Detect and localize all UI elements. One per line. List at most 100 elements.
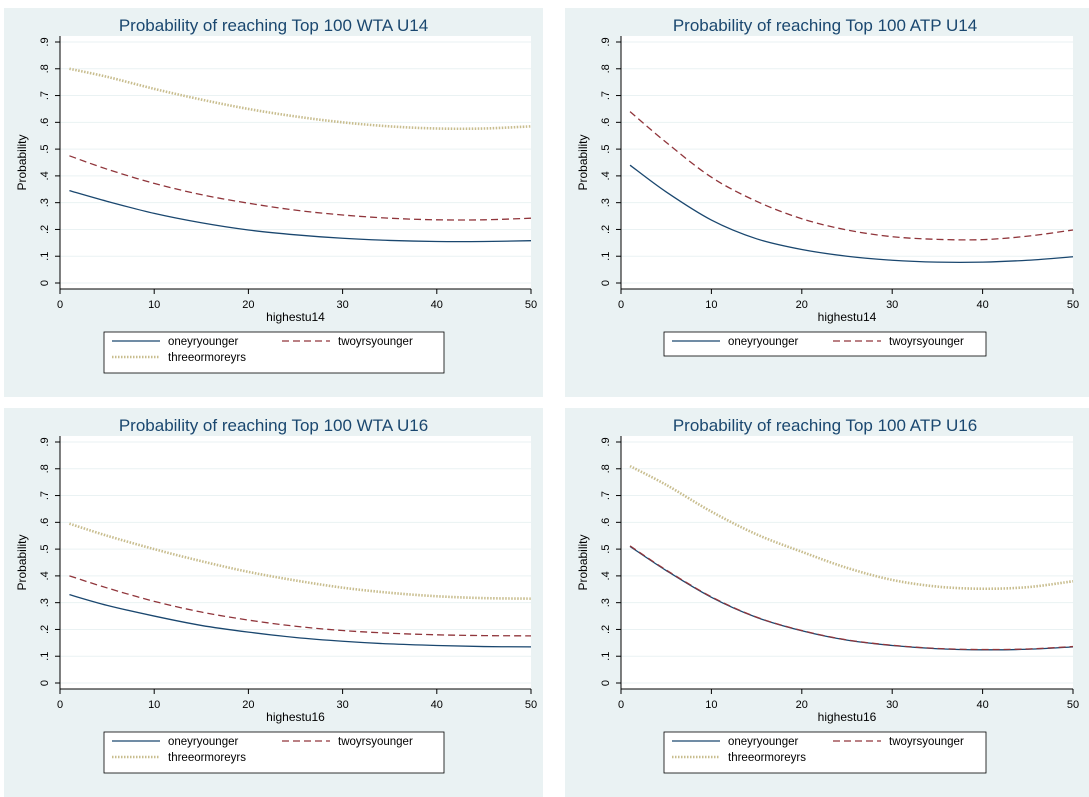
legend-label-oneyryounger: oneyryounger: [728, 336, 798, 348]
chart-panel-wta-u16: Probability of reaching Top 100 WTA U16 0…: [4, 408, 543, 797]
y-tick-label: .4: [39, 571, 51, 580]
x-tick-label: 20: [796, 299, 808, 311]
y-tick-label: .7: [39, 491, 51, 500]
chart-svg-wta-u14: Probability of reaching Top 100 WTA U14 0…: [15, 16, 537, 374]
x-axis-label: highestu16: [266, 710, 325, 724]
chart-panel-atp-u14: Probability of reaching Top 100 ATP U14 0…: [565, 8, 1089, 397]
legend-label-twoyrsyounger: twoyrsyounger: [889, 736, 964, 748]
chart-svg-wta-u16: Probability of reaching Top 100 WTA U16 0…: [15, 416, 537, 774]
legend-label-threeormoreyrs: threeormoreyrs: [168, 752, 246, 764]
series-line-oneyryounger: [629, 164, 1074, 263]
x-tick-label: 30: [886, 699, 898, 711]
series-line-twoyrsyounger: [629, 545, 1074, 651]
y-tick-label: .8: [39, 64, 51, 73]
x-tick-label: 20: [242, 299, 254, 311]
plot-area: [60, 436, 531, 689]
y-tick-label: .9: [39, 437, 51, 446]
y-tick-label: .1: [39, 652, 51, 661]
chart-svg-atp-u16: Probability of reaching Top 100 ATP U16 0…: [576, 416, 1079, 774]
y-tick-label: .6: [39, 118, 51, 127]
y-tick-label: .1: [600, 252, 612, 261]
chart-title: Probability of reaching Top 100 ATP U14: [673, 16, 977, 35]
x-tick-label: 30: [886, 299, 898, 311]
x-axis-label: highestu14: [818, 310, 877, 324]
legend-box: [663, 331, 987, 357]
y-tick-label: .2: [600, 625, 612, 634]
x-tick-label: 0: [57, 299, 63, 311]
x-tick-label: 50: [525, 299, 537, 311]
x-tick-label: 20: [242, 699, 254, 711]
y-tick-label: .9: [39, 37, 51, 46]
y-tick-label: .2: [39, 625, 51, 634]
x-tick-label: 10: [148, 699, 160, 711]
y-tick-label: .3: [600, 598, 612, 607]
legend-box: [103, 731, 445, 774]
chart-title: Probability of reaching Top 100 WTA U16: [119, 416, 428, 435]
plot-area: [621, 36, 1073, 289]
y-tick-label: .6: [600, 518, 612, 527]
x-tick-label: 20: [796, 699, 808, 711]
x-tick-label: 50: [525, 699, 537, 711]
x-tick-label: 50: [1067, 299, 1079, 311]
y-tick-label: 0: [39, 280, 51, 286]
y-tick-label: .7: [600, 91, 612, 100]
y-tick-label: .3: [39, 198, 51, 207]
y-tick-label: .6: [600, 118, 612, 127]
x-tick-label: 40: [976, 299, 988, 311]
series-line-twoyrsyounger: [629, 111, 1074, 241]
y-tick-label: .4: [39, 171, 51, 180]
chart-panel-wta-u14: Probability of reaching Top 100 WTA U14 0…: [4, 8, 543, 397]
y-tick-label: .5: [39, 145, 51, 154]
x-axis-label: highestu14: [266, 310, 325, 324]
x-tick-label: 40: [976, 699, 988, 711]
series-line-threeormoreyrs: [69, 67, 532, 131]
legend-label-twoyrsyounger: twoyrsyounger: [338, 736, 413, 748]
x-tick-label: 0: [57, 699, 63, 711]
x-tick-label: 10: [705, 699, 717, 711]
chart-title: Probability of reaching Top 100 ATP U16: [673, 416, 977, 435]
x-tick-label: 0: [618, 299, 624, 311]
y-tick-label: .9: [600, 37, 612, 46]
x-tick-label: 40: [431, 299, 443, 311]
y-tick-label: .3: [600, 198, 612, 207]
legend-label-twoyrsyounger: twoyrsyounger: [338, 336, 413, 348]
y-tick-label: .4: [600, 171, 612, 180]
x-tick-label: 10: [705, 299, 717, 311]
y-tick-label: .2: [600, 225, 612, 234]
y-axis-label: Probability: [15, 534, 29, 590]
plot-area: [621, 436, 1073, 689]
series-line-twoyrsyounger: [69, 155, 532, 221]
y-tick-label: 0: [600, 680, 612, 686]
y-tick-label: 0: [39, 680, 51, 686]
legend-label-oneyryounger: oneyryounger: [168, 736, 238, 748]
chart-title: Probability of reaching Top 100 WTA U14: [119, 16, 428, 35]
legend-label-oneyryounger: oneyryounger: [168, 336, 238, 348]
x-tick-label: 30: [336, 299, 348, 311]
y-tick-label: .8: [39, 464, 51, 473]
y-tick-label: .3: [39, 598, 51, 607]
y-tick-label: .7: [600, 491, 612, 500]
x-tick-label: 10: [148, 299, 160, 311]
legend-label-twoyrsyounger: twoyrsyounger: [889, 336, 964, 348]
y-tick-label: 0: [600, 280, 612, 286]
chart-svg-atp-u14: Probability of reaching Top 100 ATP U14 0…: [576, 16, 1079, 357]
x-tick-label: 30: [336, 699, 348, 711]
y-axis-label: Probability: [15, 134, 29, 190]
series-line-twoyrsyounger: [69, 575, 532, 637]
y-tick-label: .9: [600, 437, 612, 446]
x-tick-label: 40: [431, 699, 443, 711]
legend-box: [663, 731, 987, 774]
y-tick-label: .5: [600, 145, 612, 154]
legend-label-threeormoreyrs: threeormoreyrs: [168, 352, 246, 364]
y-tick-label: .8: [600, 464, 612, 473]
y-tick-label: .1: [600, 652, 612, 661]
y-axis-label: Probability: [576, 534, 590, 590]
plot-area: [60, 36, 531, 289]
y-tick-label: .7: [39, 91, 51, 100]
y-tick-label: .4: [600, 571, 612, 580]
series-line-oneyryounger: [69, 594, 532, 648]
legend-label-threeormoreyrs: threeormoreyrs: [728, 752, 806, 764]
x-axis-label: highestu16: [818, 710, 877, 724]
legend-label-oneyryounger: oneyryounger: [728, 736, 798, 748]
series-line-oneyryounger: [69, 189, 532, 243]
